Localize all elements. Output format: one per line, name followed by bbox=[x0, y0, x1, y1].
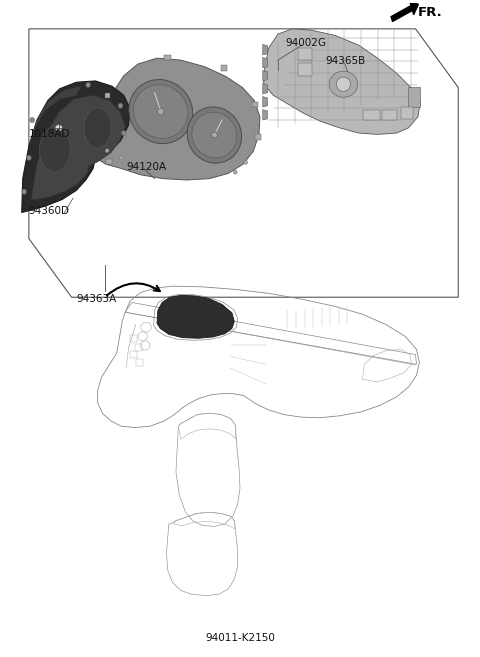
Ellipse shape bbox=[30, 118, 35, 123]
Ellipse shape bbox=[26, 155, 31, 160]
Polygon shape bbox=[408, 87, 420, 107]
Polygon shape bbox=[263, 45, 267, 55]
Bar bbox=[252, 102, 258, 107]
Bar bbox=[101, 133, 107, 137]
Ellipse shape bbox=[212, 132, 217, 138]
Bar bbox=[383, 110, 396, 120]
Ellipse shape bbox=[22, 189, 26, 194]
Bar bbox=[255, 135, 261, 139]
Text: 94365B: 94365B bbox=[325, 57, 366, 66]
Polygon shape bbox=[263, 110, 267, 120]
Ellipse shape bbox=[233, 170, 237, 174]
Bar bbox=[164, 55, 171, 60]
Ellipse shape bbox=[133, 85, 188, 139]
Ellipse shape bbox=[118, 103, 123, 108]
Ellipse shape bbox=[86, 82, 91, 87]
Text: 94363A: 94363A bbox=[76, 294, 117, 304]
Bar bbox=[106, 159, 112, 164]
Ellipse shape bbox=[192, 112, 237, 158]
Ellipse shape bbox=[157, 108, 164, 115]
Text: 94002G: 94002G bbox=[285, 38, 326, 48]
Bar bbox=[363, 110, 380, 120]
Text: FR.: FR. bbox=[418, 6, 443, 19]
Bar bbox=[401, 107, 413, 119]
Polygon shape bbox=[157, 295, 234, 338]
Ellipse shape bbox=[39, 127, 71, 172]
Text: 94011-K2150: 94011-K2150 bbox=[205, 633, 275, 643]
Polygon shape bbox=[263, 58, 267, 68]
FancyArrow shape bbox=[391, 1, 419, 22]
Ellipse shape bbox=[55, 125, 62, 131]
Polygon shape bbox=[263, 70, 267, 81]
Ellipse shape bbox=[121, 131, 126, 136]
Ellipse shape bbox=[187, 107, 241, 163]
Polygon shape bbox=[22, 81, 130, 213]
Text: 94120A: 94120A bbox=[126, 162, 166, 172]
Bar bbox=[105, 93, 110, 98]
Ellipse shape bbox=[105, 148, 109, 152]
Polygon shape bbox=[263, 83, 267, 94]
Ellipse shape bbox=[336, 77, 350, 91]
Bar bbox=[221, 65, 227, 70]
Polygon shape bbox=[25, 86, 81, 179]
Text: 1018AD: 1018AD bbox=[29, 129, 71, 139]
Ellipse shape bbox=[329, 71, 358, 97]
Ellipse shape bbox=[129, 79, 193, 144]
Polygon shape bbox=[31, 95, 125, 200]
Text: 94360D: 94360D bbox=[29, 206, 70, 216]
Ellipse shape bbox=[84, 108, 111, 148]
Ellipse shape bbox=[244, 160, 248, 164]
Polygon shape bbox=[263, 97, 267, 107]
Polygon shape bbox=[264, 29, 420, 135]
Polygon shape bbox=[97, 58, 260, 180]
Bar bbox=[298, 62, 312, 76]
Bar bbox=[298, 49, 312, 60]
Ellipse shape bbox=[120, 156, 123, 160]
